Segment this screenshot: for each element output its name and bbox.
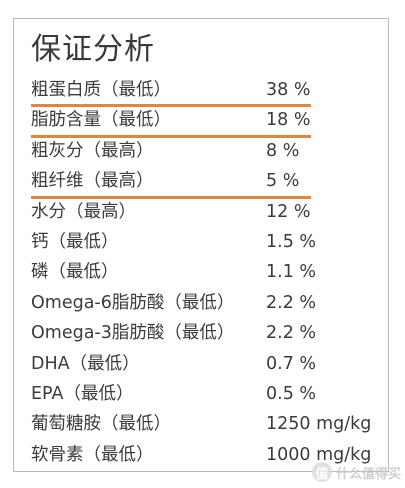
panel-title: 保证分析	[31, 32, 155, 67]
highlight-underline	[31, 104, 311, 108]
row-value: 2.2 %	[266, 292, 317, 313]
analysis-row-omega6: Omega-6脂肪酸（最低） 2.2 %	[31, 288, 381, 318]
row-label: 软骨素（最低）	[31, 444, 154, 465]
analysis-row-glucosamine: 葡萄糖胺（最低） 1250 mg/kg	[31, 409, 381, 439]
analysis-row-omega3: Omega-3脂肪酸（最低） 2.2 %	[31, 318, 381, 348]
row-value: 0.5 %	[266, 383, 317, 404]
row-label: 葡萄糖胺（最低）	[31, 414, 171, 435]
analysis-row-crude-protein: 粗蛋白质（最低） 38 %	[31, 75, 381, 108]
row-label: DHA（最低）	[31, 353, 140, 374]
analysis-row-chondroitin: 软骨素（最低） 1000 mg/kg	[31, 440, 381, 470]
row-label: 粗灰分（最高）	[31, 140, 154, 161]
row-value: 38 %	[266, 80, 311, 100]
watermark-logo-icon: 值	[311, 462, 332, 482]
row-label: 脂肪含量（最低）	[31, 110, 171, 131]
analysis-row-phosphorus: 磷（最低） 1.1 %	[31, 257, 381, 287]
row-value: 0.7 %	[266, 353, 317, 374]
row-value: 12 %	[266, 201, 311, 222]
row-label: 钙（最低）	[31, 231, 119, 252]
highlight-underline	[31, 134, 311, 138]
row-value: 18 %	[266, 110, 311, 131]
row-value: 2.2 %	[266, 323, 317, 344]
highlight-underline	[31, 195, 311, 199]
row-value: 5 %	[266, 171, 300, 192]
row-label: 磷（最低）	[31, 262, 119, 283]
analysis-row-dha: DHA（最低） 0.7 %	[31, 349, 381, 379]
analysis-row-fiber: 粗纤维（最高） 5 %	[31, 166, 381, 199]
analysis-list: 粗蛋白质（最低） 38 % 脂肪含量（最低） 18 % 粗灰分（最高） 8 % …	[31, 75, 381, 470]
row-label: Omega-3脂肪酸（最低）	[31, 323, 235, 344]
row-label: 粗蛋白质（最低）	[31, 80, 171, 100]
row-label: EPA（最低）	[31, 383, 134, 404]
analysis-row-fat: 脂肪含量（最低） 18 %	[31, 105, 381, 138]
row-value: 1000 mg/kg	[266, 444, 372, 465]
analysis-row-moisture: 水分（最高） 12 %	[31, 197, 381, 227]
site-watermark: 值 什么值得买	[311, 462, 401, 482]
row-value: 1250 mg/kg	[266, 414, 372, 435]
analysis-row-ash: 粗灰分（最高） 8 %	[31, 136, 381, 166]
row-label: 粗纤维（最高）	[31, 171, 154, 192]
analysis-row-epa: EPA（最低） 0.5 %	[31, 379, 381, 409]
watermark-text: 什么值得买	[335, 466, 401, 482]
row-value: 8 %	[266, 140, 300, 161]
row-label: Omega-6脂肪酸（最低）	[31, 292, 235, 313]
row-value: 1.1 %	[266, 262, 317, 283]
row-value: 1.5 %	[266, 231, 317, 252]
guaranteed-analysis-panel: 保证分析 粗蛋白质（最低） 38 % 脂肪含量（最低） 18 % 粗灰分（最高）…	[13, 18, 389, 472]
analysis-row-calcium: 钙（最低） 1.5 %	[31, 227, 381, 257]
row-label: 水分（最高）	[31, 201, 136, 222]
